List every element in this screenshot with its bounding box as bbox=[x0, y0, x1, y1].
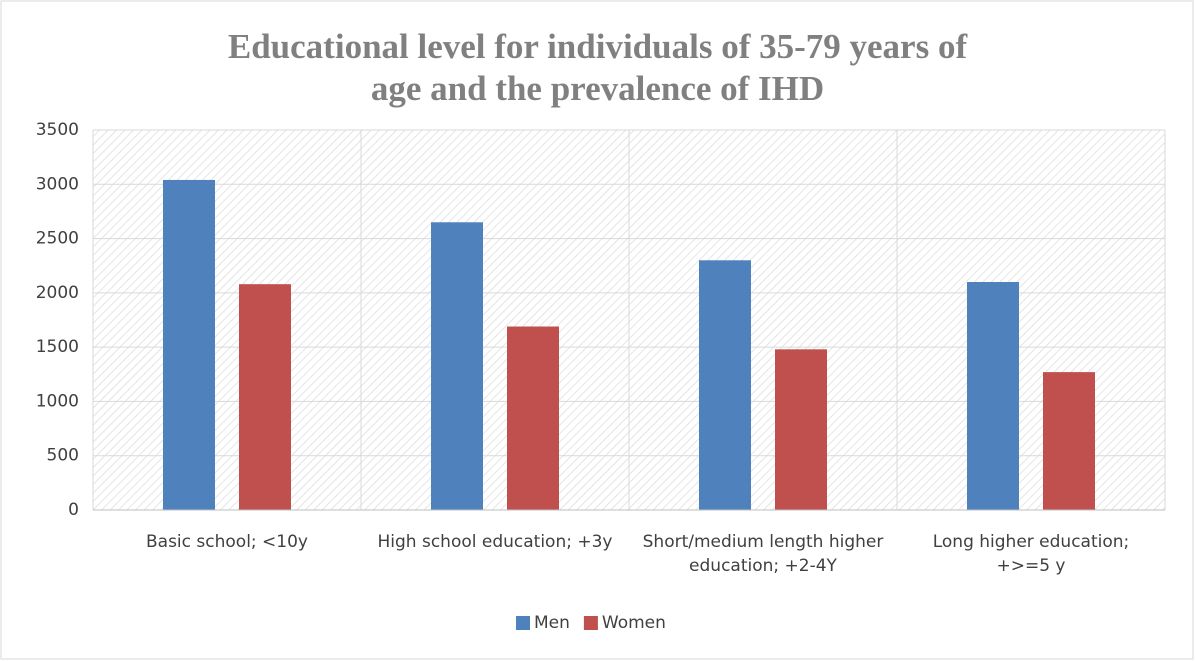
legend-swatch bbox=[583, 616, 598, 630]
x-tick-label: Basic school; <10y bbox=[146, 532, 308, 552]
legend-label: Women bbox=[602, 613, 666, 633]
bar bbox=[699, 260, 751, 510]
bar bbox=[1043, 372, 1095, 510]
legend-label: Men bbox=[534, 613, 570, 633]
x-tick-label: High school education; +3y bbox=[377, 532, 613, 552]
x-tick-label: Long higher education; +>=5 y bbox=[932, 532, 1130, 576]
bar bbox=[431, 222, 483, 511]
bar bbox=[163, 179, 215, 510]
y-tick-label: 2500 bbox=[36, 229, 79, 249]
bar bbox=[507, 326, 559, 510]
y-tick-label: 1000 bbox=[36, 391, 79, 411]
bar bbox=[239, 284, 291, 510]
x-tick-label: Short/medium length higher education; +2… bbox=[642, 532, 884, 576]
chart-title: Educational level for individuals of 35-… bbox=[227, 27, 968, 108]
legend-swatch bbox=[516, 616, 530, 630]
y-tick-label: 3500 bbox=[36, 120, 79, 140]
y-tick-label: 2000 bbox=[36, 283, 79, 303]
y-tick-label: 500 bbox=[47, 446, 79, 466]
y-tick-label: 3000 bbox=[36, 174, 79, 194]
y-tick-label: 0 bbox=[68, 500, 79, 520]
bar bbox=[967, 282, 1019, 510]
bar bbox=[775, 349, 827, 510]
y-tick-label: 1500 bbox=[36, 337, 79, 357]
